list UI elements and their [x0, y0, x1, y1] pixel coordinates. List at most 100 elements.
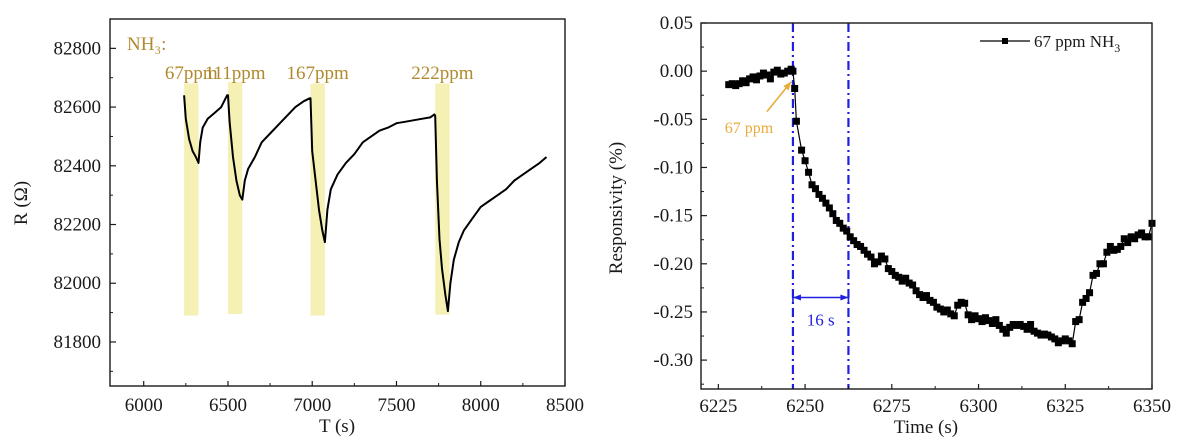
right-x-axis-title: Time (s) [894, 417, 958, 438]
data-point-marker [818, 194, 826, 202]
data-point-marker [1138, 229, 1146, 237]
data-point-marker [811, 185, 819, 193]
y-tick-label: -0.15 [653, 206, 693, 227]
data-point-marker [968, 316, 976, 324]
data-point-marker [964, 311, 972, 319]
data-point-marker [943, 306, 951, 314]
exposure-label: 167ppm [287, 63, 350, 84]
arrowhead-right-icon [840, 294, 849, 301]
series-line-R [183, 94, 548, 313]
y-tick-label: -0.25 [653, 302, 693, 323]
data-point-marker [923, 292, 930, 300]
data-point-marker [1086, 289, 1094, 297]
data-point-marker [789, 67, 797, 75]
data-point-marker [843, 227, 851, 235]
data-point-marker [1131, 235, 1139, 243]
y-tick-label: -0.30 [653, 350, 693, 371]
x-tick-label: 8000 [462, 395, 500, 416]
data-point-marker [791, 84, 799, 92]
data-point-marker [961, 299, 969, 307]
data-point-marker [753, 76, 761, 84]
data-point-marker [1099, 260, 1107, 268]
data-point-marker [1079, 298, 1087, 306]
y-tick-label: 81800 [54, 332, 102, 353]
right-x-axis-ticks: 6225 6250 6275 6300 6325 6350 [699, 384, 1171, 417]
data-point-marker [995, 321, 1003, 329]
data-point-marker [888, 267, 896, 275]
data-point-marker [822, 199, 830, 207]
x-tick-label: 7000 [293, 395, 331, 416]
data-point-marker [742, 79, 750, 87]
data-point-marker [792, 117, 800, 125]
responsivity-series [725, 65, 1156, 348]
exposure-band-67ppm [184, 83, 199, 316]
left-plot-frame [109, 18, 566, 387]
exposure-label: 67ppm [165, 63, 218, 84]
data-point-marker [1075, 316, 1083, 324]
annotation-arrowhead-icon [783, 81, 792, 91]
data-point-marker [1051, 335, 1059, 343]
x-tick-label: 6250 [786, 396, 824, 417]
interval-label: 16 s [807, 311, 835, 330]
y-tick-label: -0.05 [653, 109, 693, 130]
data-point-marker [1145, 233, 1153, 241]
y-tick-label: 0.00 [660, 61, 693, 82]
exposure-band-222ppm [435, 83, 450, 315]
data-point-marker [881, 255, 889, 263]
data-point-marker [1120, 235, 1128, 243]
legend-label: 67 ppm NH3 [1034, 32, 1120, 55]
data-point-marker [1082, 294, 1090, 302]
left-y-axis-ticks: 81800 82000 82200 82400 82600 82800 [54, 18, 116, 372]
y-tick-label: -0.20 [653, 254, 693, 275]
data-point-marker [1023, 325, 1031, 333]
data-point-marker [1002, 329, 1010, 337]
data-point-marker [874, 258, 882, 266]
x-tick-label: 7500 [377, 395, 415, 416]
y-tick-label: 82000 [54, 273, 102, 294]
x-tick-label: 8500 [546, 395, 584, 416]
data-point-marker [988, 320, 996, 328]
data-point-marker [999, 325, 1007, 333]
resistance-series [183, 94, 548, 313]
data-point-marker [992, 316, 1000, 324]
data-point-marker [846, 233, 854, 241]
data-point-marker [1124, 239, 1132, 247]
x-tick-label: 6000 [125, 395, 163, 416]
data-point-marker [912, 287, 920, 295]
data-point-marker [895, 273, 903, 281]
data-point-marker [902, 274, 910, 282]
data-point-marker [850, 237, 858, 245]
left-chart-panel: 6000 6500 7000 7500 8000 8500 81800 82000 82200… [11, 18, 584, 437]
data-point-marker [763, 71, 771, 79]
data-point-marker [867, 253, 875, 261]
x-tick-label: 6300 [960, 396, 998, 417]
exposure-label: 222ppm [411, 63, 474, 84]
data-point-marker [929, 298, 937, 306]
data-point-marker [808, 181, 816, 189]
data-point-marker [825, 204, 833, 212]
data-point-marker [805, 168, 813, 176]
data-point-marker [909, 281, 917, 289]
data-point-marker [950, 312, 958, 320]
data-point-marker [773, 66, 781, 74]
ppm-arrow-annotation: 67 ppm [725, 81, 792, 137]
data-point-marker [860, 246, 868, 254]
x-tick-label: 6350 [1133, 396, 1171, 417]
y-tick-label: -0.10 [653, 157, 693, 178]
data-point-marker [1027, 320, 1035, 328]
data-point-marker [857, 242, 865, 250]
y-tick-label: 82200 [54, 215, 102, 236]
annotation-label: 67 ppm [725, 120, 774, 137]
data-point-marker [978, 318, 986, 326]
response-interval-annotation: 16 s [792, 291, 850, 330]
legend-marker-icon [1002, 38, 1008, 44]
exposure-label: 111ppm [205, 63, 266, 84]
right-chart-panel: 6225 6250 6275 6300 6325 6350 0.05 0.00 -0.05 -0… [606, 13, 1171, 438]
response-time-lines [791, 23, 850, 389]
legend: 67 ppm NH3 [980, 32, 1120, 55]
left-x-axis-ticks: 6000 6500 7000 7500 8000 8500 [125, 381, 584, 416]
right-y-axis-title: Responsivity (%) [606, 142, 627, 274]
data-point-marker [766, 75, 774, 83]
